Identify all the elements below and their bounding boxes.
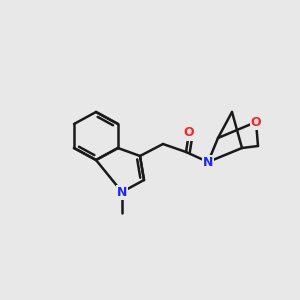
Text: N: N [117,185,127,199]
Text: O: O [184,127,194,140]
Text: N: N [203,155,213,169]
Text: O: O [251,116,261,128]
